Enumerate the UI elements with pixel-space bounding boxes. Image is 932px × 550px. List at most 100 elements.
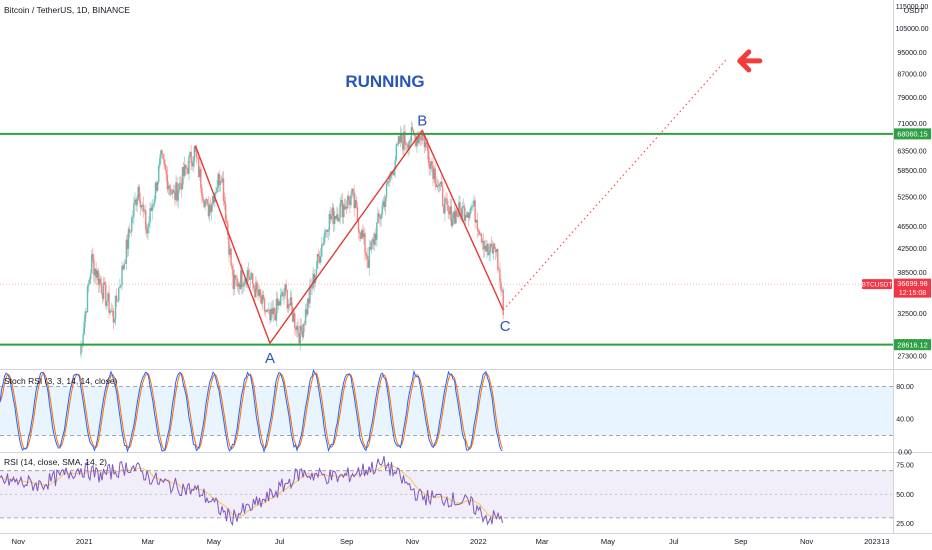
candle-body xyxy=(366,255,368,260)
level-badges: 68060.15 28616.12 xyxy=(894,128,931,351)
candle-body xyxy=(249,278,252,280)
candle-body xyxy=(139,200,142,208)
candle-body xyxy=(170,193,173,195)
candle-body xyxy=(233,275,236,290)
candle-body xyxy=(322,244,324,246)
horizontal-levels[interactable] xyxy=(0,132,893,346)
stoch-rsi-pane[interactable]: Stoch RSI (3, 3, 14, 14, close) xyxy=(0,369,893,453)
candle-body xyxy=(225,221,228,224)
candle-body xyxy=(195,151,198,158)
candle-body xyxy=(331,207,334,216)
candle-body xyxy=(462,205,465,207)
candle-body xyxy=(342,204,345,218)
candle-body xyxy=(362,230,364,238)
candle-body xyxy=(358,231,361,233)
candle-body xyxy=(424,142,427,148)
candle-body xyxy=(115,295,118,302)
time-tick-label: Nov xyxy=(406,537,420,546)
candle-body xyxy=(349,200,351,206)
candle-body xyxy=(231,265,233,270)
candle-body xyxy=(227,223,229,236)
price-tick-label: 71000.00 xyxy=(897,121,926,128)
candle-body xyxy=(284,283,286,296)
candle-body xyxy=(162,154,164,159)
candle-body xyxy=(120,285,122,287)
candle-body xyxy=(490,243,493,248)
candle-body xyxy=(134,199,136,204)
candle-body xyxy=(363,233,365,238)
price-scale[interactable]: USDT 115000.00 105000.00 95000.00 87000.00 7… xyxy=(862,0,931,533)
candle-body xyxy=(144,210,147,230)
candle-body xyxy=(124,263,127,265)
candle-body xyxy=(89,273,92,280)
abc-wave-lines[interactable] xyxy=(194,129,504,345)
price-tick-label: 42500.00 xyxy=(897,246,926,253)
candle-body xyxy=(179,182,182,184)
candle-body xyxy=(404,131,406,144)
candle-body xyxy=(171,189,174,194)
rsi-pane[interactable]: RSI (14, close, SMA, 14, 2) xyxy=(0,455,893,527)
candle-body xyxy=(209,205,212,212)
candle-body xyxy=(450,206,453,226)
candle-body xyxy=(127,229,130,249)
candle-body xyxy=(502,289,504,316)
arrow-left-icon[interactable] xyxy=(737,49,763,73)
candle-body xyxy=(191,163,194,167)
candle-body xyxy=(263,299,266,312)
candle-body xyxy=(173,189,175,192)
candle-body xyxy=(328,214,331,231)
candle-body xyxy=(339,203,341,219)
candle-body xyxy=(297,325,299,334)
running-annotation: RUNNING xyxy=(345,72,424,91)
candle-body xyxy=(105,284,107,306)
candle-body xyxy=(234,275,237,279)
candle-body xyxy=(473,200,475,206)
candle-body xyxy=(492,243,495,254)
candle-body xyxy=(446,198,448,206)
candle-body xyxy=(308,298,310,304)
candle-body xyxy=(119,286,121,288)
candle-body xyxy=(414,135,417,147)
candle-body xyxy=(99,278,102,284)
candle-body xyxy=(237,283,240,287)
candle-body xyxy=(496,249,499,270)
candle-body xyxy=(406,144,408,146)
candle-body xyxy=(135,199,137,206)
candle-body xyxy=(215,192,217,194)
candle-body xyxy=(395,144,398,161)
candle-body xyxy=(419,135,421,140)
price-candles xyxy=(80,120,504,359)
candle-body xyxy=(464,215,467,221)
candle-body xyxy=(318,256,321,263)
candle-body xyxy=(425,142,428,145)
candle-body xyxy=(335,216,337,220)
candle-body xyxy=(313,273,316,284)
candle-body xyxy=(498,269,500,270)
candle-body xyxy=(243,282,245,287)
candle-body xyxy=(113,319,116,323)
candle-body xyxy=(121,265,123,286)
candle-body xyxy=(407,144,409,149)
candle-body xyxy=(192,160,195,167)
candle-body xyxy=(345,206,348,209)
candle-body xyxy=(235,278,238,280)
candle-body xyxy=(248,276,251,280)
candle-body xyxy=(174,191,176,200)
candle-body xyxy=(97,270,100,285)
projection-line[interactable] xyxy=(502,57,729,311)
price-pane[interactable]: A B C RUNNING Bitcoin / TetherUS, 1D, BI… xyxy=(0,5,893,367)
time-tick-label: 13 xyxy=(881,537,889,546)
candle-body xyxy=(232,269,235,290)
time-tick-label: Nov xyxy=(800,537,814,546)
time-tick-label: Sep xyxy=(340,537,353,546)
candle-body xyxy=(153,199,156,205)
time-axis[interactable]: Nov 2021 Mar May Jul Sep Nov 2022 Mar May Jul Sep No… xyxy=(0,533,932,547)
candle-body xyxy=(295,327,297,330)
candle-body xyxy=(387,181,390,182)
candle-body xyxy=(177,190,179,201)
candle-body xyxy=(132,216,134,218)
candle-body xyxy=(396,144,399,145)
candle-body xyxy=(217,173,219,188)
candle-body xyxy=(394,160,397,170)
